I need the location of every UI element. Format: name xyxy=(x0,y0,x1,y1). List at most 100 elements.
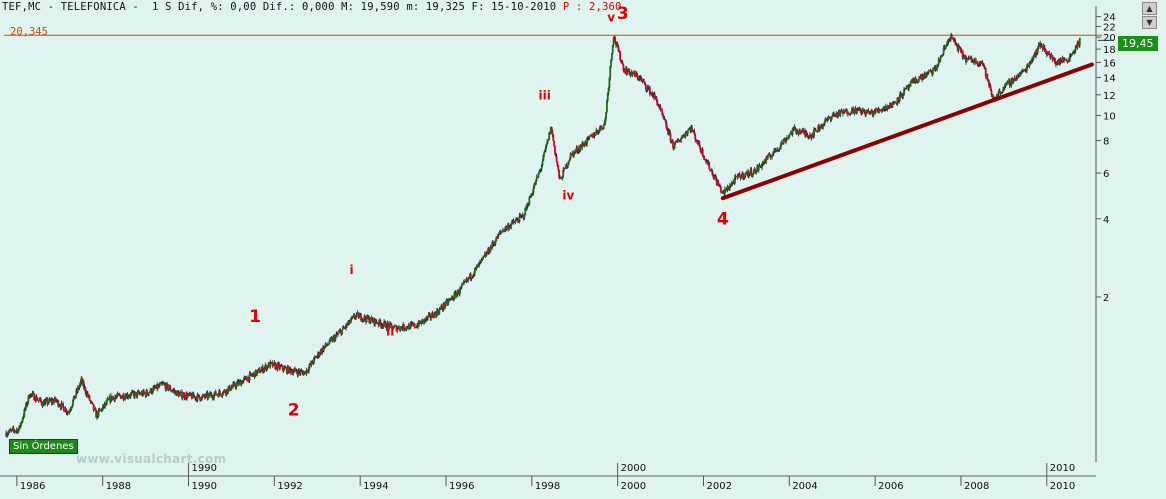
candle-body xyxy=(58,405,61,407)
candle-body xyxy=(959,46,962,49)
candle-body xyxy=(53,400,55,403)
y-tick-label: 16 xyxy=(1103,58,1116,69)
candle-body xyxy=(299,370,302,374)
candle-body xyxy=(757,165,760,171)
candle-body xyxy=(256,371,258,375)
candle-body xyxy=(190,392,192,396)
candle-body xyxy=(794,126,796,129)
candle-body xyxy=(649,92,652,95)
candle-body xyxy=(390,323,393,326)
candle-body xyxy=(295,371,298,373)
candle-body xyxy=(865,109,868,113)
candle-body xyxy=(853,113,856,114)
candle-body xyxy=(468,277,471,279)
candle-body xyxy=(375,321,378,324)
candle-body xyxy=(1060,61,1063,63)
candle-body xyxy=(176,390,179,393)
candle-body xyxy=(1013,78,1016,81)
candle-body xyxy=(768,154,771,157)
candle-body xyxy=(818,128,821,130)
candle-body xyxy=(370,317,373,320)
candle-body xyxy=(527,204,530,207)
down-arrow-icon[interactable]: ▼ xyxy=(1142,16,1157,29)
candle-body xyxy=(567,162,570,166)
candle-body xyxy=(721,191,724,192)
candle-body xyxy=(1028,62,1031,67)
candle-body xyxy=(26,401,29,406)
x-tick-label: 1986 xyxy=(20,481,45,492)
candle-body xyxy=(260,369,263,372)
candle-body xyxy=(815,130,818,132)
candle-body xyxy=(989,85,992,91)
candle-body xyxy=(742,172,745,179)
candle-body xyxy=(126,394,129,398)
candle-body xyxy=(383,321,386,325)
candle-body xyxy=(312,362,315,364)
candle-body xyxy=(178,393,181,397)
candle-body xyxy=(827,116,830,121)
candle-body xyxy=(524,207,527,216)
candle-body xyxy=(481,257,484,259)
up-arrow-icon[interactable]: ▲ xyxy=(1142,2,1157,15)
candle-body xyxy=(952,38,955,40)
candle-body xyxy=(761,164,763,168)
candle-body xyxy=(531,192,534,195)
candle-body xyxy=(360,314,362,321)
candle-body xyxy=(905,87,908,89)
candle-body xyxy=(39,398,42,402)
candle-body xyxy=(1045,50,1047,54)
candle-body xyxy=(870,109,873,113)
candle-body xyxy=(740,175,743,179)
candle-body xyxy=(488,251,491,253)
candle-body xyxy=(780,142,782,147)
candle-body xyxy=(358,315,361,319)
candle-body xyxy=(1076,42,1079,48)
candle-body xyxy=(539,169,541,172)
candle-body xyxy=(489,246,492,252)
candle-body xyxy=(203,394,206,397)
candle-body xyxy=(459,287,461,293)
candle-body xyxy=(935,69,938,71)
candle-body xyxy=(1074,45,1077,51)
x-major-label: 1990 xyxy=(192,463,217,474)
candle-body xyxy=(628,68,631,73)
candle-body xyxy=(922,76,925,79)
candle-body xyxy=(939,57,942,62)
candle-body xyxy=(298,369,301,372)
x-tick-label: 2010 xyxy=(1050,481,1075,492)
candle-body xyxy=(822,124,825,127)
candle-body xyxy=(427,314,430,317)
candle-body xyxy=(610,59,612,67)
candle-body xyxy=(368,317,371,323)
candle-body xyxy=(67,412,69,414)
candle-body xyxy=(471,277,474,278)
y-tick-label: 20 xyxy=(1103,33,1116,44)
candle-body xyxy=(932,69,934,75)
candle-body xyxy=(646,87,649,91)
candle-body xyxy=(351,316,354,318)
candle-body xyxy=(104,402,107,407)
candle-body xyxy=(1002,89,1004,92)
candle-body xyxy=(978,63,981,65)
candle-body xyxy=(585,143,588,145)
candle-body xyxy=(47,402,50,404)
candle-body xyxy=(622,64,625,71)
candle-body xyxy=(266,366,268,370)
candle-body xyxy=(640,78,643,81)
candle-body xyxy=(1025,70,1028,72)
candle-body xyxy=(292,371,295,374)
candle-body xyxy=(1069,54,1071,61)
candle-body xyxy=(256,369,259,372)
candle-body xyxy=(382,324,385,327)
candle-body xyxy=(908,85,910,89)
candle-body xyxy=(12,428,15,431)
candle-body xyxy=(14,431,17,433)
candle-body xyxy=(776,149,778,152)
candle-body xyxy=(1067,60,1070,63)
candle-body xyxy=(21,418,24,422)
candle-body xyxy=(606,93,609,101)
orders-badge[interactable]: Sin Órdenes xyxy=(9,439,78,454)
candle-body xyxy=(398,326,400,330)
